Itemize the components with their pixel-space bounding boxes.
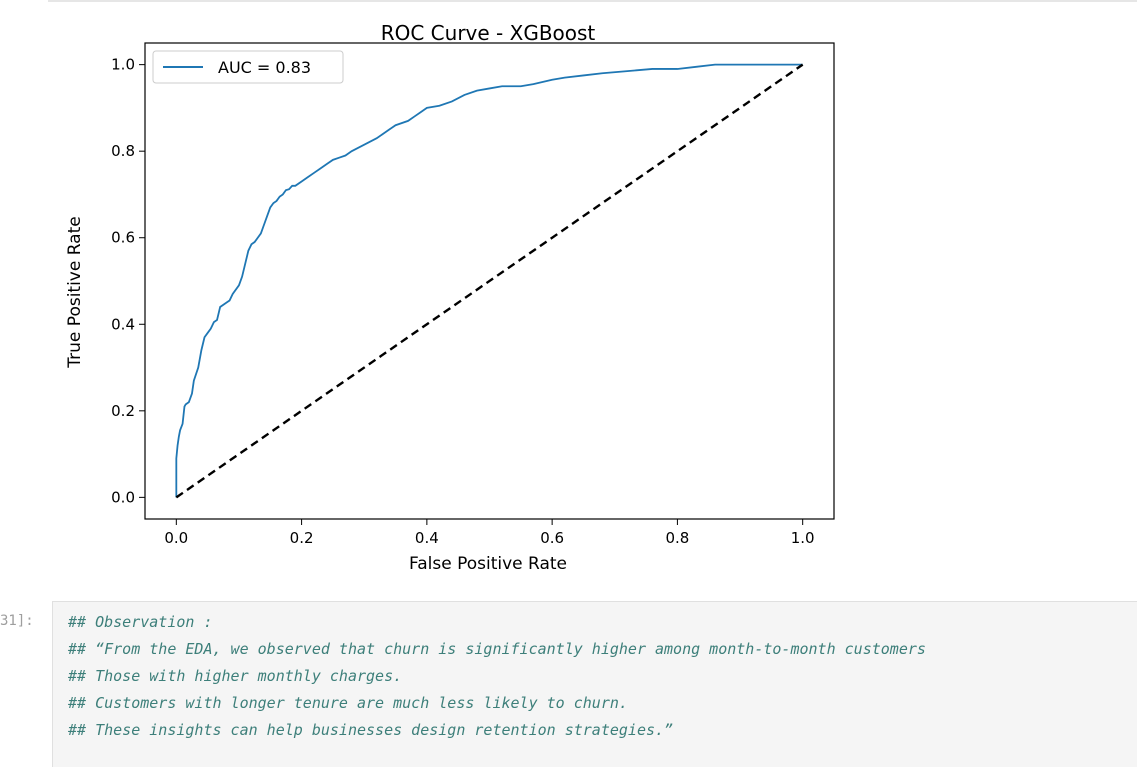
code-line: ## Customers with longer tenure are much… bbox=[68, 694, 628, 712]
cell-output-area bbox=[48, 2, 1137, 592]
x-tick-label: 0.8 bbox=[665, 529, 689, 547]
plot-frame bbox=[144, 42, 835, 520]
x-axis-label: False Positive Rate bbox=[409, 554, 567, 574]
y-tick-label: 1.0 bbox=[111, 56, 135, 74]
y-tick-label: 0.2 bbox=[111, 402, 135, 420]
chart-title: ROC Curve - XGBoost bbox=[381, 21, 596, 45]
code-line: ## Those with higher monthly charges. bbox=[68, 667, 403, 685]
code-line: ## “From the EDA, we observed that churn… bbox=[68, 640, 926, 658]
x-tick-label: 1.0 bbox=[791, 529, 815, 547]
x-tick-label: 0.0 bbox=[164, 529, 188, 547]
y-axis-label: True Positive Rate bbox=[65, 216, 85, 368]
roc-curve-line bbox=[175, 63, 803, 498]
legend-box bbox=[152, 50, 344, 84]
code-line: ## These insights can help businesses de… bbox=[68, 721, 674, 739]
legend-entry: AUC = 0.83 bbox=[218, 58, 311, 77]
code-cell-editor[interactable] bbox=[52, 601, 1137, 767]
diagonal-reference-line bbox=[175, 63, 804, 499]
x-tick-label: 0.6 bbox=[540, 529, 564, 547]
roc-chart: ROC Curve - XGBoost 0.0 0.2 0.4 0.6 0.8 1.0 0.… bbox=[65, 21, 835, 574]
y-tick-label: 0.8 bbox=[111, 142, 135, 160]
y-tick-label: 0.6 bbox=[111, 229, 135, 247]
cell-prompt: 31]: bbox=[0, 613, 34, 629]
y-tick-label: 0.4 bbox=[111, 315, 135, 333]
previous-cell-edge bbox=[48, 0, 1137, 2]
x-tick-label: 0.4 bbox=[415, 529, 439, 547]
x-tick-label: 0.2 bbox=[290, 529, 314, 547]
y-tick-label: 0.0 bbox=[111, 488, 135, 506]
code-line: ## Observation : bbox=[68, 613, 213, 631]
